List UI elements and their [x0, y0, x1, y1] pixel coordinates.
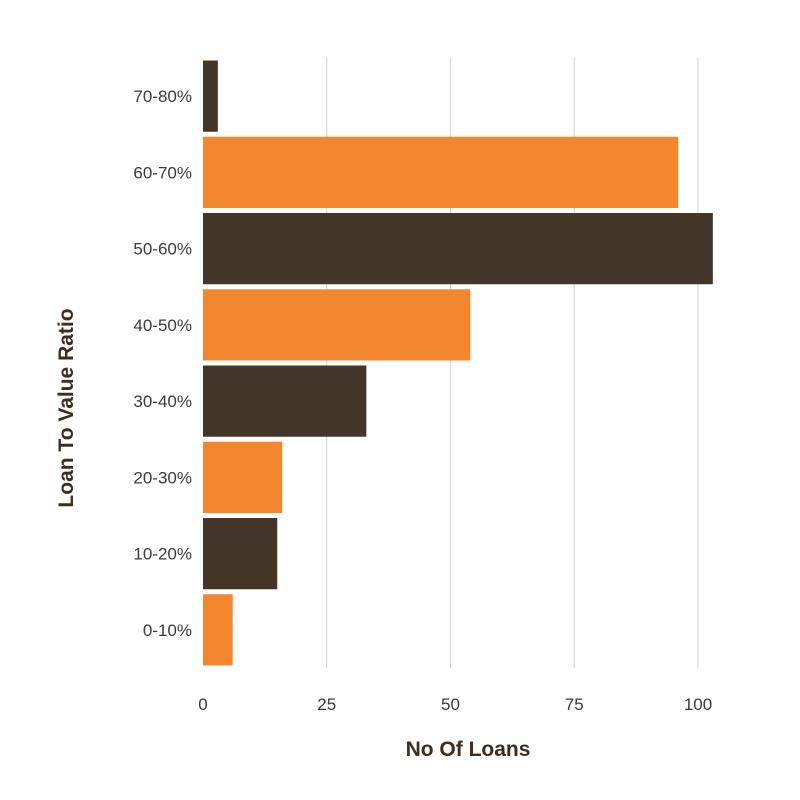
bar-40-50% [203, 289, 471, 361]
x-axis-title: No Of Loans [406, 738, 531, 761]
x-tick-label: 0 [198, 695, 207, 714]
y-tick-label: 0-10% [143, 621, 192, 640]
bar-30-40% [203, 365, 367, 437]
y-tick-labels: 0-10% 10-20% 20-30% 30-40% 40-50% 50-60% 60-70… [133, 87, 192, 640]
bar-10-20% [203, 518, 278, 590]
y-tick-label: 20-30% [133, 468, 192, 487]
x-tick-label: 100 [684, 695, 712, 714]
bars [203, 60, 713, 666]
bar-20-30% [203, 441, 283, 513]
bar-50-60% [203, 213, 713, 285]
y-tick-label: 60-70% [133, 163, 192, 182]
x-tick-label: 75 [565, 695, 584, 714]
y-tick-label: 40-50% [133, 316, 192, 335]
bar-0-10% [203, 594, 233, 666]
bar-60-70% [203, 136, 679, 208]
y-tick-label: 50-60% [133, 240, 192, 259]
x-tick-label: 50 [441, 695, 460, 714]
y-tick-label: 30-40% [133, 392, 192, 411]
y-axis-title: Loan To Value Ratio [55, 308, 78, 507]
x-tick-label: 25 [317, 695, 336, 714]
y-tick-label: 10-20% [133, 545, 192, 564]
y-tick-label: 70-80% [133, 87, 192, 106]
bar-70-80% [203, 60, 218, 132]
x-tick-labels: 0 25 50 75 100 [198, 695, 712, 714]
